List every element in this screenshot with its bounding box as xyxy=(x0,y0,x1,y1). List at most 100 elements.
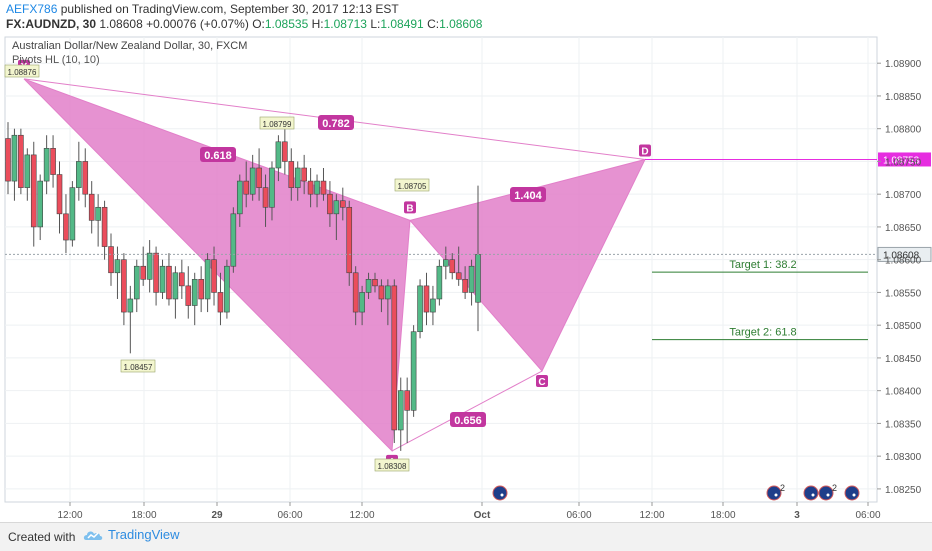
candle[interactable] xyxy=(224,259,230,319)
candle[interactable] xyxy=(56,161,63,234)
candle[interactable] xyxy=(198,266,204,313)
candle-body xyxy=(314,180,320,195)
candle[interactable] xyxy=(217,272,224,326)
candle[interactable] xyxy=(468,259,475,306)
candle[interactable] xyxy=(288,148,295,201)
candle[interactable] xyxy=(108,233,114,286)
candle[interactable] xyxy=(462,266,468,299)
australia-flag-icon[interactable] xyxy=(766,485,782,501)
candle[interactable] xyxy=(346,200,353,286)
candle[interactable] xyxy=(404,377,410,444)
candle[interactable] xyxy=(43,135,50,195)
candle[interactable] xyxy=(236,174,243,227)
candle[interactable] xyxy=(339,187,346,221)
candle[interactable] xyxy=(140,246,147,286)
footer-bar: Created with TradingView xyxy=(0,522,932,551)
candle-body xyxy=(352,272,359,313)
candle-body xyxy=(475,254,481,303)
australia-flag-icon[interactable] xyxy=(818,485,834,501)
candle[interactable] xyxy=(410,325,417,417)
pivot-bg xyxy=(374,458,410,472)
candle[interactable] xyxy=(11,128,18,201)
candle-body xyxy=(365,279,372,293)
candle[interactable] xyxy=(391,279,398,444)
candle[interactable] xyxy=(76,141,82,201)
candle[interactable] xyxy=(352,266,359,326)
candle[interactable] xyxy=(127,285,134,354)
australia-flag-icon[interactable] xyxy=(844,485,860,501)
candle[interactable] xyxy=(275,135,282,182)
australia-flag-icon[interactable] xyxy=(492,485,508,501)
candle[interactable] xyxy=(69,181,76,247)
candle[interactable] xyxy=(423,272,430,326)
pivot-text: 1.08876 xyxy=(8,68,37,77)
candle[interactable] xyxy=(365,272,372,299)
chart-svg[interactable]: 1.08608 1.08753 Target 1: 38.2 Target 2: 61… xyxy=(0,32,932,522)
candle[interactable] xyxy=(333,194,340,241)
candle[interactable] xyxy=(320,167,327,201)
candle[interactable] xyxy=(243,161,250,208)
candle[interactable] xyxy=(5,122,11,195)
candle[interactable] xyxy=(159,259,166,299)
candle[interactable] xyxy=(37,174,43,241)
candle[interactable] xyxy=(269,161,275,221)
candle[interactable] xyxy=(327,181,333,227)
candle[interactable] xyxy=(385,279,391,326)
candle[interactable] xyxy=(372,272,378,293)
candle[interactable] xyxy=(443,246,449,280)
y-tick-label: 1.08650 xyxy=(885,223,922,234)
candle[interactable] xyxy=(88,181,95,234)
candle[interactable] xyxy=(179,259,185,299)
candle[interactable] xyxy=(133,259,140,313)
candle[interactable] xyxy=(256,148,262,201)
candle[interactable] xyxy=(359,285,365,326)
candle[interactable] xyxy=(146,240,153,293)
candle[interactable] xyxy=(50,135,56,188)
candle-body xyxy=(172,272,179,300)
candle[interactable] xyxy=(211,246,217,306)
candle[interactable] xyxy=(282,129,288,175)
d-level-label: 1.08753 xyxy=(878,152,931,167)
candle[interactable] xyxy=(449,253,456,280)
tradingview-brand[interactable]: TradingView xyxy=(82,527,180,542)
candle[interactable] xyxy=(191,272,198,326)
author-link[interactable]: AEFX786 xyxy=(6,2,58,16)
candle-body xyxy=(410,331,417,411)
event-count: 2 xyxy=(780,483,785,493)
candle[interactable] xyxy=(63,194,69,254)
candle[interactable] xyxy=(314,174,320,208)
candle[interactable] xyxy=(204,253,211,313)
candle[interactable] xyxy=(397,377,404,451)
candle-body xyxy=(204,259,211,300)
candle[interactable] xyxy=(294,161,301,201)
candle[interactable] xyxy=(230,207,237,273)
candle-body xyxy=(50,148,56,175)
candle[interactable] xyxy=(301,154,307,195)
candle[interactable] xyxy=(166,253,172,306)
candle[interactable] xyxy=(172,266,179,319)
candle[interactable] xyxy=(185,266,192,319)
candle[interactable] xyxy=(18,128,24,195)
candle[interactable] xyxy=(430,285,436,326)
y-tick-label: 1.08350 xyxy=(885,419,922,430)
candle-body xyxy=(5,138,11,182)
candle[interactable] xyxy=(378,279,385,313)
candle[interactable] xyxy=(153,246,159,306)
candle[interactable] xyxy=(101,200,108,260)
australia-flag-icon[interactable] xyxy=(803,485,819,501)
candle[interactable] xyxy=(262,174,269,227)
candle-body xyxy=(37,180,43,228)
candle[interactable] xyxy=(95,194,101,247)
chart-area[interactable]: 1.08608 1.08753 Target 1: 38.2 Target 2: 61… xyxy=(0,32,932,522)
candle-body xyxy=(391,285,398,431)
candle[interactable] xyxy=(307,167,314,208)
candle[interactable] xyxy=(30,141,37,247)
candle[interactable] xyxy=(114,246,121,299)
candle[interactable] xyxy=(249,154,256,201)
candle[interactable] xyxy=(455,246,462,286)
candle[interactable] xyxy=(121,253,127,326)
candle[interactable] xyxy=(436,259,443,306)
candle[interactable] xyxy=(82,148,89,208)
candle[interactable] xyxy=(417,279,423,339)
candle[interactable] xyxy=(24,148,31,201)
